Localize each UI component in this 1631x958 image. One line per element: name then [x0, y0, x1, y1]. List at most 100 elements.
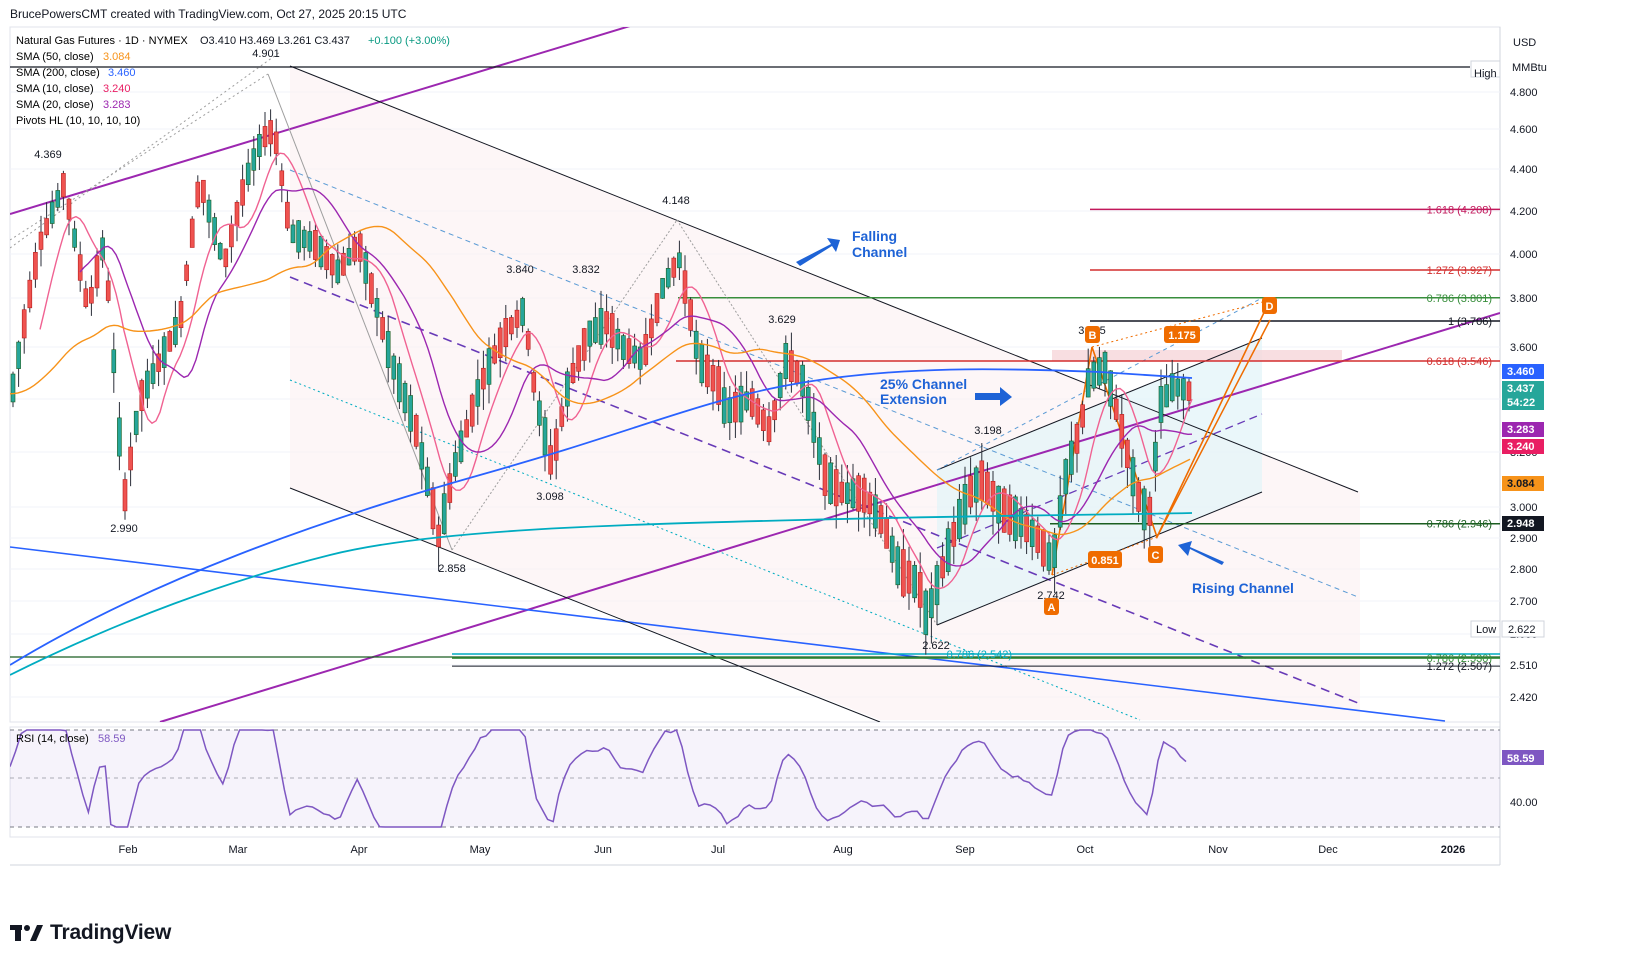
candle-body-148: [839, 481, 845, 503]
candle-body-33: [195, 181, 201, 208]
candle-body-67: [385, 331, 391, 369]
rsi-value: 58.59: [98, 733, 126, 745]
candle-body-176: [996, 485, 1001, 524]
candle-body-52: [301, 229, 307, 248]
tradingview-logo-icon: [10, 925, 43, 941]
candle-body-209: [1181, 378, 1186, 401]
pivot-label-1: 4.369: [34, 149, 62, 161]
candle-body-122: [693, 330, 699, 359]
candle-body-104: [593, 317, 598, 343]
point-a-badge-text: A: [1048, 602, 1056, 614]
price-tag-1: 3.437: [1502, 381, 1544, 396]
pivot-label-8: 3.629: [768, 314, 796, 326]
legend-sma50-label: SMA (50, close): [16, 51, 94, 63]
candle-body-23: [139, 380, 145, 411]
price-tick-12: 2.700: [1510, 596, 1538, 608]
candle-body-203: [1147, 496, 1153, 526]
candle-body-50: [290, 224, 296, 244]
price-axis[interactable]: 4.8004.6004.4004.2004.0003.8003.6003.400…: [1470, 60, 1545, 809]
fib-label-6: 0.786 (2.530): [1427, 653, 1492, 665]
rsi-pane[interactable]: [9, 726, 1501, 838]
legend-sma20-label: SMA (20, close): [16, 99, 94, 111]
price-tick-1: 4.600: [1510, 124, 1538, 136]
legend-sma20-value: 3.283: [103, 99, 131, 111]
candle-body-17: [105, 280, 111, 301]
candle-body-13: [83, 288, 89, 308]
time-tick-11: 2026: [1441, 844, 1465, 856]
extension-label-1: 25% Channel: [880, 376, 967, 392]
candle-body-185: [1046, 542, 1052, 571]
point-b-badge-text: B: [1089, 330, 1097, 342]
candle-body-114: [649, 318, 654, 339]
point-c-badge-bg: [1148, 546, 1163, 563]
candle-body-30: [178, 301, 184, 329]
candle-body-113: [643, 334, 649, 365]
candle-body-205: [1158, 386, 1164, 423]
sma200-line: [10, 368, 1193, 666]
candle-body-40: [234, 201, 240, 227]
low-value-text: 2.622: [1508, 624, 1536, 636]
candle-body-145: [822, 454, 828, 496]
candle-body-112: [637, 346, 643, 370]
candle-body-156: [884, 517, 889, 549]
candle-body-166: [940, 556, 945, 579]
price-tag-bg-6: [1502, 516, 1544, 531]
legend: Natural Gas Futures · 1D · NYMEX O3.410 …: [16, 35, 450, 127]
point-a-badge-bg: [1044, 598, 1059, 615]
candle-body-79: [453, 452, 458, 477]
candle-body-4: [33, 252, 38, 280]
candle-body-20: [122, 479, 128, 512]
candle-body-182: [1029, 519, 1035, 548]
candle-body-192: [1085, 368, 1091, 398]
candle-body-9: [61, 173, 66, 198]
candle-body-61: [352, 236, 357, 262]
time-tick-0: Feb: [119, 844, 138, 856]
candle-body-75: [430, 487, 436, 530]
candle-body-180: [1018, 508, 1024, 537]
rsi-value-tag: 58.59: [1502, 750, 1544, 765]
candle-body-123: [699, 344, 705, 384]
candle-body-117: [665, 268, 671, 288]
rsi-legend: RSI (14, close) 58.59: [16, 733, 126, 745]
candle-body-72: [413, 414, 419, 447]
candle-body-167: [945, 528, 951, 572]
candle-body-161: [912, 564, 917, 599]
point-b-badge: B: [1085, 326, 1100, 343]
candle-body-73: [419, 442, 425, 470]
candle-body-199: [1125, 439, 1130, 468]
pivot-label-0: 4.901: [252, 48, 280, 60]
rising-extension-line: [936, 297, 1263, 471]
point-c-badge: C: [1148, 546, 1163, 563]
tradingview-logo[interactable]: TradingView: [10, 920, 171, 946]
candle-body-121: [688, 299, 693, 331]
time-axis[interactable]: Feb Mar Apr May Jun Jul Aug Sep Oct Nov Dec 2026: [119, 844, 1466, 856]
legend-pivots-label: Pivots HL (10, 10, 10, 10): [16, 115, 140, 127]
point-a-badge: A: [1044, 598, 1059, 615]
rising-channel-top: [936, 337, 1263, 471]
price-tag-6: 2.948: [1502, 516, 1544, 531]
candle-body-181: [1024, 513, 1029, 543]
falling-channel-label-1: Falling: [852, 228, 897, 244]
legend-sma10-value: 3.240: [103, 83, 131, 95]
annotation-layer: 1.618 (4.208) 1.272 (3.927) 0.786 (3.801) 1…: [34, 48, 1492, 673]
lower-trend-line: [159, 312, 1500, 722]
candle-body-139: [789, 350, 794, 382]
candle-body-178: [1007, 494, 1013, 535]
candle-body-91: [520, 298, 525, 326]
time-tick-6: Aug: [833, 844, 853, 856]
candle-body-95: [542, 417, 548, 456]
price-tick-4: 4.000: [1510, 249, 1538, 261]
sma50-line: [10, 225, 1191, 536]
price-tag-bg-0: [1502, 364, 1544, 379]
price-tick-2: 4.400: [1510, 164, 1538, 176]
candle-body-109: [621, 335, 626, 360]
price-tag-5: 3.084: [1502, 476, 1544, 491]
candle-body-171: [968, 475, 973, 508]
point-d-badge-text: D: [1266, 301, 1274, 313]
fib-label-2: 0.786 (3.801): [1427, 293, 1492, 305]
candle-body-3: [27, 279, 33, 309]
candle-body-103: [587, 320, 593, 347]
candle-body-5: [38, 231, 44, 250]
candle-body-134: [761, 409, 766, 432]
